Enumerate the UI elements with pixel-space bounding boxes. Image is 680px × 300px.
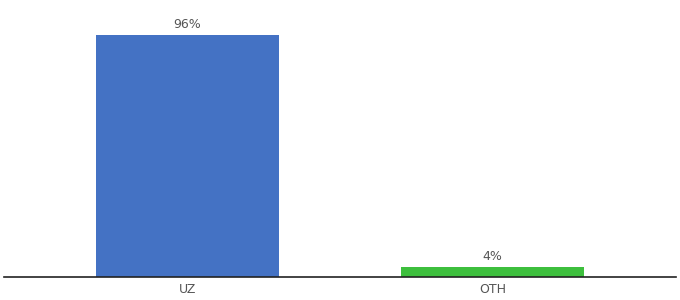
Bar xyxy=(401,267,584,277)
Bar xyxy=(96,34,279,277)
Text: 96%: 96% xyxy=(173,18,201,31)
Text: 4%: 4% xyxy=(483,250,503,263)
